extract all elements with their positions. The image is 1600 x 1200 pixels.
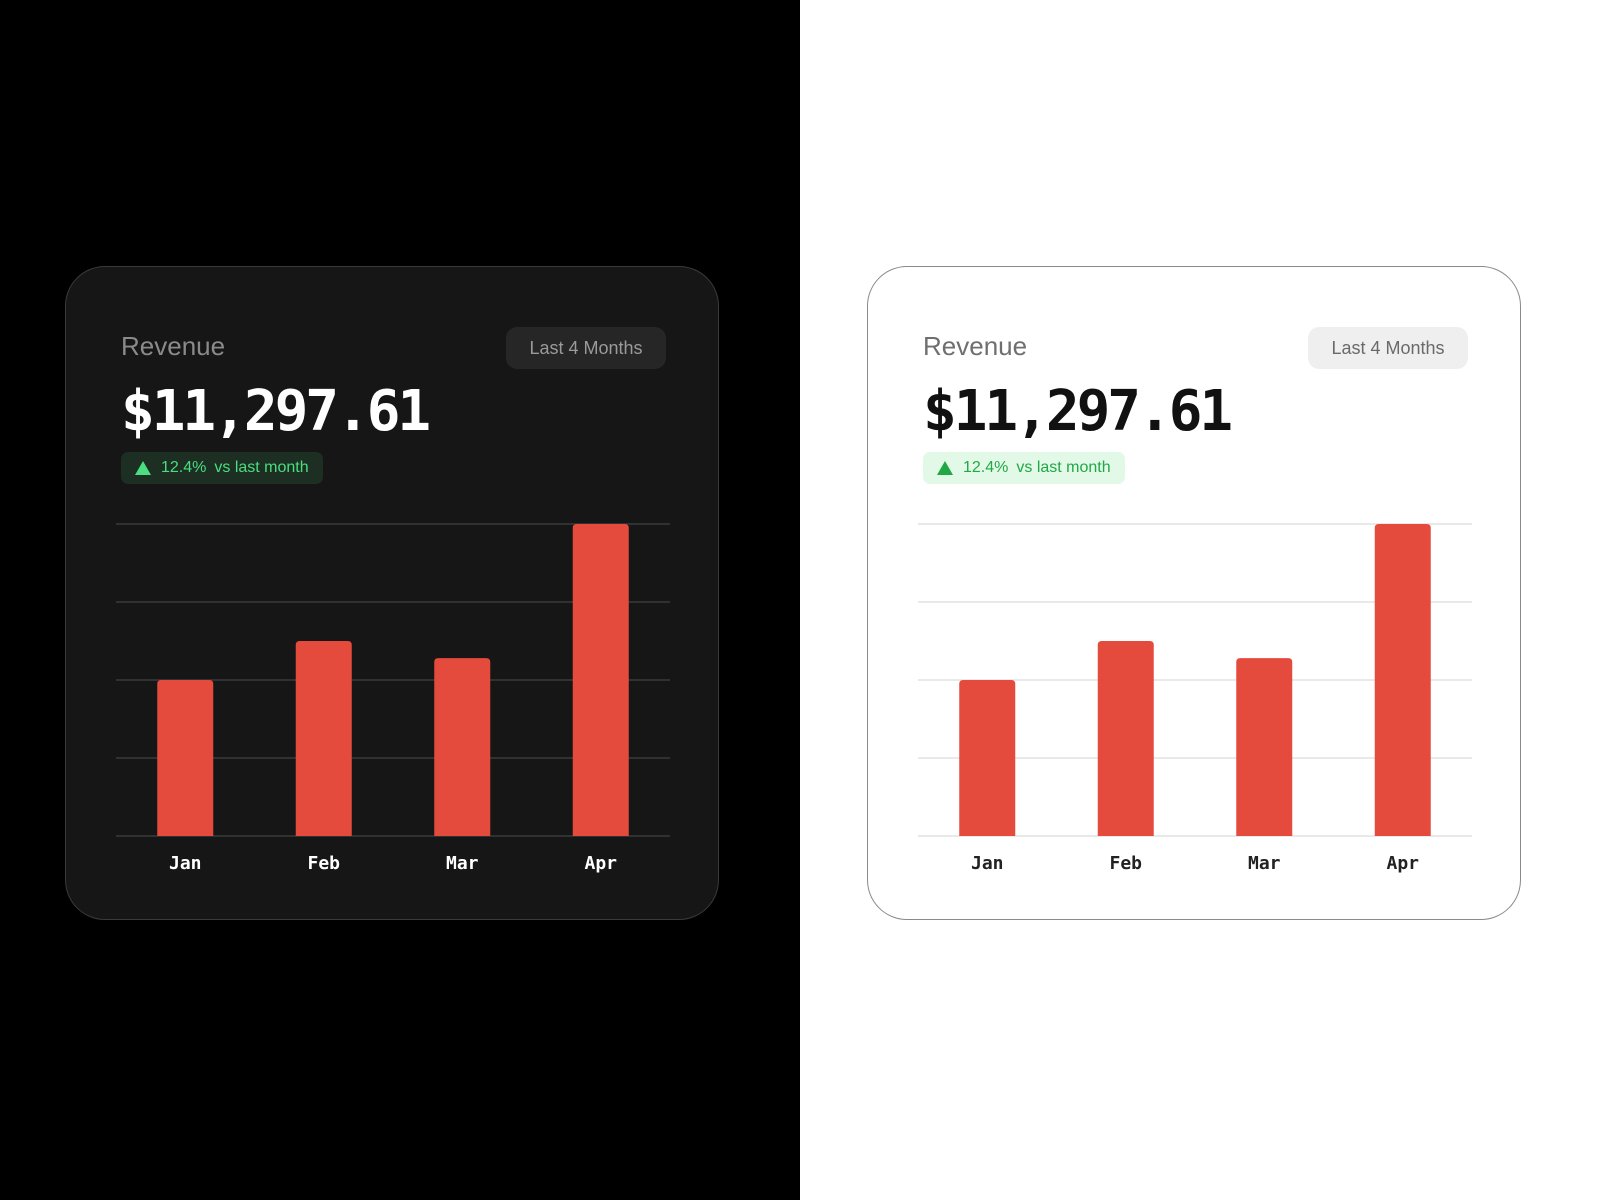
chart-svg: Jan Feb Mar Apr [918, 523, 1472, 874]
x-tick-label: Apr [584, 853, 617, 874]
x-tick-label: Feb [307, 853, 340, 874]
bar-mar [434, 658, 491, 836]
bar-feb [295, 641, 352, 836]
bar-jan [959, 680, 1016, 836]
revenue-amount: $11,297.61 [121, 379, 431, 444]
revenue-bar-chart: Jan Feb Mar Apr [116, 522, 670, 892]
range-selector-button[interactable]: Last 4 Months [1308, 327, 1468, 369]
revenue-card-light: Revenue Last 4 Months $11,297.61 12.4% v… [867, 266, 1521, 920]
bar-mar [1236, 658, 1293, 836]
x-tick-label: Jan [971, 853, 1004, 874]
delta-badge: 12.4% vs last month [923, 452, 1125, 484]
bar-apr [572, 524, 629, 836]
revenue-card-dark: Revenue Last 4 Months $11,297.61 12.4% v… [65, 266, 719, 920]
range-selector-button[interactable]: Last 4 Months [506, 327, 666, 369]
dark-panel: Revenue Last 4 Months $11,297.61 12.4% v… [0, 0, 800, 1200]
chart-svg: Jan Feb Mar Apr [116, 523, 670, 874]
delta-percent: 12.4% [963, 459, 1009, 476]
delta-label: vs last month [1016, 459, 1111, 476]
x-tick-label: Feb [1109, 853, 1142, 874]
delta-percent: 12.4% [161, 459, 207, 476]
bar-jan [157, 680, 214, 836]
bar-feb [1097, 641, 1154, 836]
revenue-amount: $11,297.61 [923, 379, 1233, 444]
x-tick-label: Jan [169, 853, 202, 874]
bar-apr [1374, 524, 1431, 836]
light-panel: Revenue Last 4 Months $11,297.61 12.4% v… [800, 0, 1600, 1200]
arrow-up-icon [135, 461, 151, 475]
x-tick-label: Mar [1248, 853, 1281, 874]
revenue-bar-chart: Jan Feb Mar Apr [918, 522, 1472, 892]
card-title: Revenue [121, 331, 226, 361]
card-title: Revenue [923, 331, 1028, 361]
x-tick-label: Apr [1386, 853, 1419, 874]
delta-badge: 12.4% vs last month [121, 452, 323, 484]
x-tick-label: Mar [446, 853, 479, 874]
arrow-up-icon [937, 461, 953, 475]
delta-label: vs last month [214, 459, 309, 476]
